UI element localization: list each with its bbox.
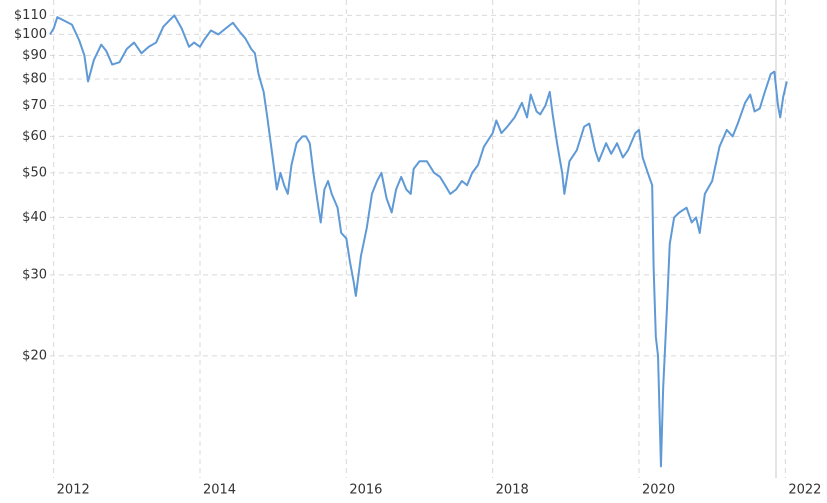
y-tick-label: $110 [14,8,47,23]
x-tick-label: 2018 [496,483,529,498]
x-tick-label: 2012 [57,483,90,498]
price-line [49,14,788,468]
y-tick-label: $70 [22,98,47,113]
x-tick-label: 2016 [349,483,382,498]
y-tick-label: $100 [14,27,47,42]
y-tick-label: $90 [22,48,47,63]
y-tick-label: $40 [22,210,47,225]
y-tick-label: $80 [22,71,47,86]
x-tick-label: 2014 [203,483,236,498]
y-tick-label: $30 [22,267,47,282]
y-tick-label: $50 [22,165,47,180]
x-tick-label: 2022 [788,483,821,498]
x-tick-label: 2020 [642,483,675,498]
y-tick-label: $60 [22,129,47,144]
y-tick-label: $20 [22,348,47,363]
